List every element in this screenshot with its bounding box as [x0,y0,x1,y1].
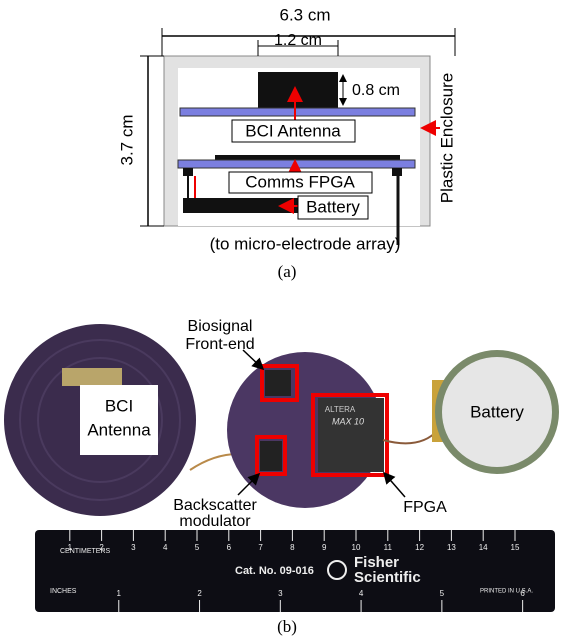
ruler-inch-number: 3 [278,589,283,598]
figure: 6.3 cm 3.7 cm 1.2 cm 0.8 cm BCI Antenna … [0,0,574,639]
sensor [258,72,338,108]
caption: (a) [278,262,297,281]
ruler-cm-number: 11 [384,543,393,552]
ruler-inch-number: 5 [440,589,445,598]
ruler: CENTIMETERS INCHES Cat. No. 09-016 Fishe… [35,530,555,612]
fpga-label: FPGA [403,499,447,516]
connector [183,168,193,176]
ruler-cm-number: 4 [163,543,168,552]
ruler-cm-number: 8 [290,543,295,552]
ruler-inch-number: 4 [359,589,364,598]
ruler-catalog: Cat. No. 09-016 [235,565,314,577]
chip-brand: ALTERA [325,405,356,414]
board [180,108,415,116]
chip [265,370,291,396]
ruler-cm-number: 7 [258,543,263,552]
ruler-cm-number: 13 [447,543,456,552]
ruler-cm-number: 9 [322,543,327,552]
caption: (b) [277,617,297,636]
ruler-cm-number: 15 [511,543,520,552]
ruler-cm-number: 5 [195,543,200,552]
backscatter-label: Backscatter [173,497,257,514]
ruler-cm-number: 14 [479,543,488,552]
connector [62,368,122,386]
height-label: 3.7 cm [117,114,136,165]
ruler-brand: Scientific [354,569,421,586]
bci-label: BCI [105,396,133,415]
sensor-width-label: 1.2 cm [274,32,322,49]
sensor-height-label: 0.8 cm [352,82,400,99]
photo-b: BCI Antenna ALTERA MAX 10 Biosignal Fron… [4,318,559,636]
chip [260,441,282,471]
ruler-cm-number: 12 [415,543,424,552]
board [178,160,415,168]
ruler-inch-number: 1 [117,589,122,598]
arrow [385,474,405,497]
ruler-cm-number: 1 [68,543,73,552]
ruler-inch-number: 6 [520,589,525,598]
chip [215,155,400,160]
ruler-cm-number: 10 [352,543,361,552]
comms-fpga-label: Comms FPGA [245,172,355,191]
ruler-cm-number: 2 [99,543,104,552]
biosignal-label: Front-end [185,336,254,353]
ruler-printed: PRINTED IN U.S.A. [480,589,533,595]
enclosure-label: Plastic Enclosure [437,73,456,203]
biosignal-label: Biosignal [188,318,253,335]
diagram-a: 6.3 cm 3.7 cm 1.2 cm 0.8 cm BCI Antenna … [117,5,456,280]
ruler-cm-number: 6 [227,543,232,552]
ruler-inch-number: 2 [197,589,202,598]
battery-label: Battery [470,402,524,421]
chip-model: MAX 10 [332,416,364,426]
battery-label: Battery [306,197,360,216]
backscatter-label: modulator [179,513,251,530]
width-label: 6.3 cm [279,5,330,24]
wire [383,430,438,443]
electrode-note: (to micro-electrode array) [210,234,401,253]
bci-label: Antenna [87,420,151,439]
bci-antenna-label: BCI Antenna [245,121,341,140]
ruler-cm-number: 3 [131,543,136,552]
ruler-inch-title: INCHES [50,588,77,595]
connector [392,168,402,176]
